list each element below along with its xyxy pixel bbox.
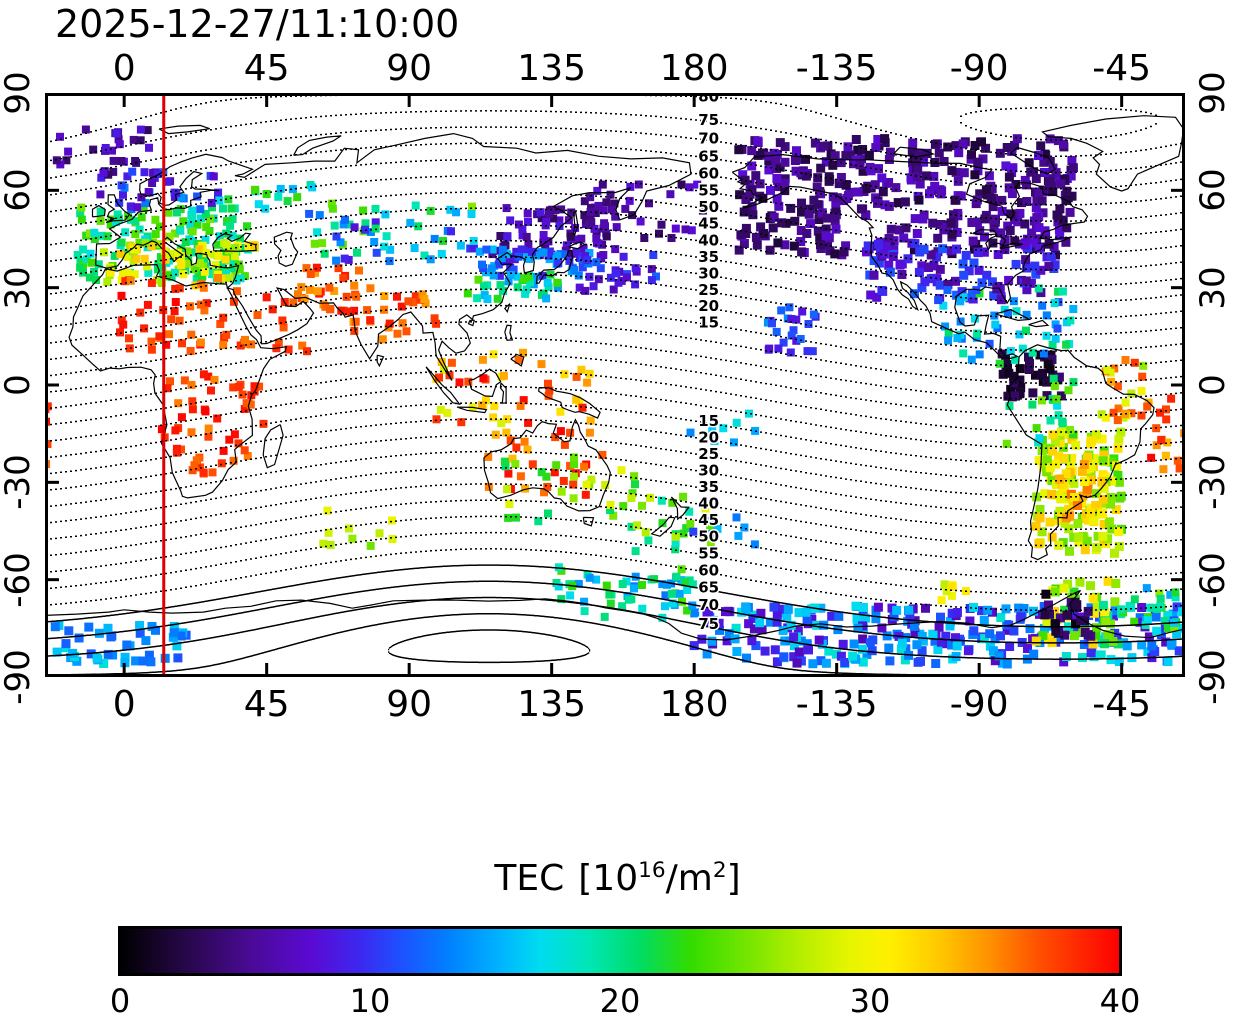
contour-label: 30 [698, 264, 719, 282]
y-tick-label-left: 90 [0, 71, 38, 115]
y-tick-label-right: 30 [1193, 266, 1233, 310]
contour-label: 50 [698, 198, 719, 216]
contour-label: 45 [698, 511, 719, 529]
contour-label: 25 [698, 281, 719, 299]
x-tick-label-bottom: -45 [1092, 684, 1152, 725]
contour-label: 15 [698, 412, 719, 430]
y-tick-label-left: -90 [0, 649, 38, 705]
y-tick-label-right: -30 [1193, 454, 1233, 511]
y-tick-label-left: -60 [0, 551, 38, 608]
colorbar-title-bracket-close: ] [726, 858, 741, 899]
y-tick-label-left: 30 [0, 266, 38, 310]
x-tick-label-bottom: 45 [243, 684, 290, 725]
contour-label: 70 [698, 596, 719, 614]
colorbar-title-bracket-open: [10 [578, 858, 639, 899]
x-tick-label-bottom: 0 [112, 684, 136, 725]
contour-label: 20 [698, 297, 719, 315]
contour-label: 65 [698, 147, 719, 165]
x-tick-label-top: -135 [795, 48, 878, 89]
contour-labels: 8075706560555045403530252015152025303540… [697, 93, 721, 634]
contour-label: 65 [698, 578, 719, 596]
contour-label: 30 [698, 461, 719, 479]
contour-label: 25 [698, 445, 719, 463]
colorbar-title-unit: /m [665, 858, 713, 899]
colorbar-tick-label: 40 [1099, 982, 1141, 1020]
colorbar-gradient [121, 929, 1119, 973]
contour-label: 45 [698, 215, 719, 233]
colorbar-tick-label: 20 [599, 982, 641, 1020]
x-tick-label-bottom: -135 [795, 684, 878, 725]
contour-label: 70 [698, 130, 719, 148]
colorbar-title-exponent: 16 [638, 858, 666, 883]
contour-label: 40 [698, 231, 719, 249]
y-tick-label-right: 0 [1193, 374, 1233, 396]
contour-label: 55 [698, 181, 719, 199]
x-tick-label-top: 135 [517, 48, 587, 89]
x-tick-label-top: 90 [386, 48, 433, 89]
x-tick-label-top: -90 [949, 48, 1009, 89]
colorbar-title: TEC [1016/m2] [0, 858, 1235, 899]
contour-label: 40 [698, 494, 719, 512]
contour-label: 35 [698, 248, 719, 266]
x-tick-label-top: 45 [243, 48, 290, 89]
colorbar-tick-label: 30 [849, 982, 891, 1020]
plot-title: 2025-12-27/11:10:00 [55, 2, 460, 46]
contour-label: 75 [698, 615, 719, 633]
y-tick-label-left: 60 [0, 168, 38, 212]
contour-label: 20 [698, 429, 719, 447]
coastlines [45, 115, 1185, 641]
y-tick-label-left: 0 [0, 374, 38, 396]
colorbar-title-text: TEC [494, 858, 565, 899]
contour-label: 55 [698, 544, 719, 562]
contour-label: 15 [698, 314, 719, 332]
tec-squares [45, 125, 1185, 669]
y-tick-label-left: -30 [0, 454, 38, 511]
y-tick-label-right: -90 [1193, 649, 1233, 705]
colorbar [118, 926, 1122, 976]
contour-label: 60 [698, 165, 719, 183]
contour-label: 80 [698, 93, 719, 106]
map-canvas: 8075706560555045403530252015152025303540… [45, 93, 1185, 677]
x-tick-label-bottom: 90 [386, 684, 433, 725]
contour-label: 60 [698, 561, 719, 579]
contour-label: 50 [698, 528, 719, 546]
colorbar-title-exponent2: 2 [712, 858, 727, 883]
y-tick-label-right: 60 [1193, 168, 1233, 212]
x-tick-label-bottom: 135 [517, 684, 587, 725]
contour-label: 75 [698, 111, 719, 129]
colorbar-tick-label: 0 [109, 982, 131, 1020]
x-tick-label-bottom: -90 [949, 684, 1009, 725]
contour-label: 35 [698, 478, 719, 496]
x-tick-label-bottom: 180 [659, 684, 729, 725]
colorbar-tick-label: 10 [349, 982, 391, 1020]
x-tick-label-top: 0 [112, 48, 136, 89]
x-tick-label-top: -45 [1092, 48, 1152, 89]
y-tick-label-right: 90 [1193, 71, 1233, 115]
x-tick-label-top: 180 [659, 48, 729, 89]
y-tick-label-right: -60 [1193, 551, 1233, 608]
